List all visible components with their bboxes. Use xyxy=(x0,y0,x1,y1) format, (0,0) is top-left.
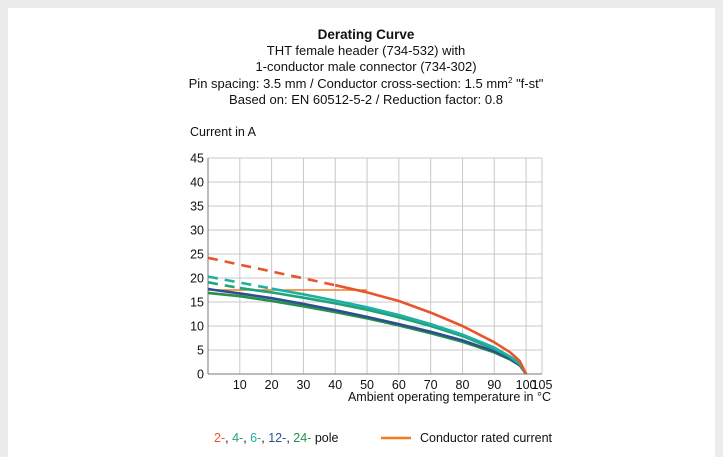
x-tick-label: 40 xyxy=(328,378,342,392)
y-tick-label: 40 xyxy=(190,176,204,190)
legend-pole-part: 4- xyxy=(232,431,243,445)
chart-subtitle-line2: 1-conductor male connector (734-302) xyxy=(255,59,476,74)
series-6-pole-line xyxy=(271,287,528,375)
legend-pole-part: 6- xyxy=(250,431,261,445)
chart-panel: Derating Curve THT female header (734-53… xyxy=(8,8,715,457)
legend-pole-part: pole xyxy=(311,431,338,445)
series-2-pole-dashed xyxy=(207,256,336,287)
chart-subtitle-line4: Based on: EN 60512-5-2 / Reduction facto… xyxy=(229,92,503,107)
x-tick-label: 70 xyxy=(424,378,438,392)
y-tick-label: 30 xyxy=(190,224,204,238)
legend-pole-part: 24- xyxy=(293,431,311,445)
grid xyxy=(207,157,543,375)
x-tick-label: 80 xyxy=(456,378,470,392)
chart-subtitle-line3: Pin spacing: 3.5 mm / Conductor cross-se… xyxy=(189,76,544,91)
x-tick-label: 30 xyxy=(296,378,310,392)
derating-chart: Derating Curve THT female header (734-53… xyxy=(189,27,553,445)
y-tick-label: 0 xyxy=(197,368,204,382)
x-axis-label: Ambient operating temperature in °C xyxy=(348,390,551,404)
y-tick-label: 10 xyxy=(190,320,204,334)
y-tick-label: 35 xyxy=(190,200,204,214)
y-tick-label: 20 xyxy=(190,272,204,286)
x-tick-label: 50 xyxy=(360,378,374,392)
legend-pole-part: , xyxy=(225,431,232,445)
legend-pole-part: , xyxy=(286,431,293,445)
y-tick-label: 45 xyxy=(190,152,204,166)
series-6-pole-dashed xyxy=(207,275,272,290)
legend-pole-part: 2- xyxy=(214,431,225,445)
chart-subtitle-line1: THT female header (734-532) with xyxy=(267,43,465,58)
series-12-pole-line xyxy=(214,288,528,375)
series-lines xyxy=(207,256,528,375)
legend-poles-label: 2-, 4-, 6-, 12-, 24- pole xyxy=(214,431,338,445)
x-tick-label: 100 xyxy=(516,378,537,392)
legend-pole-part: 12- xyxy=(268,431,286,445)
chart-title: Derating Curve xyxy=(318,27,415,42)
series-12-pole-dashed xyxy=(207,287,215,292)
x-tick-label: 105 xyxy=(532,378,553,392)
series-4-pole-dashed xyxy=(207,281,241,290)
y-axis-label: Current in A xyxy=(190,125,257,139)
y-tick-label: 25 xyxy=(190,248,204,262)
legend-rated-label: Conductor rated current xyxy=(420,431,553,445)
legend-pole-part: , xyxy=(243,431,250,445)
series-2-pole-line xyxy=(334,283,528,375)
x-tick-label: 90 xyxy=(487,378,501,392)
x-tick-label: 60 xyxy=(392,378,406,392)
legend: 2-, 4-, 6-, 12-, 24- pole Conductor rate… xyxy=(214,431,553,445)
y-tick-label: 5 xyxy=(197,344,204,358)
x-tick-label: 20 xyxy=(265,378,279,392)
y-tick-label: 15 xyxy=(190,296,204,310)
x-tick-label: 10 xyxy=(233,378,247,392)
legend-pole-part: , xyxy=(261,431,268,445)
